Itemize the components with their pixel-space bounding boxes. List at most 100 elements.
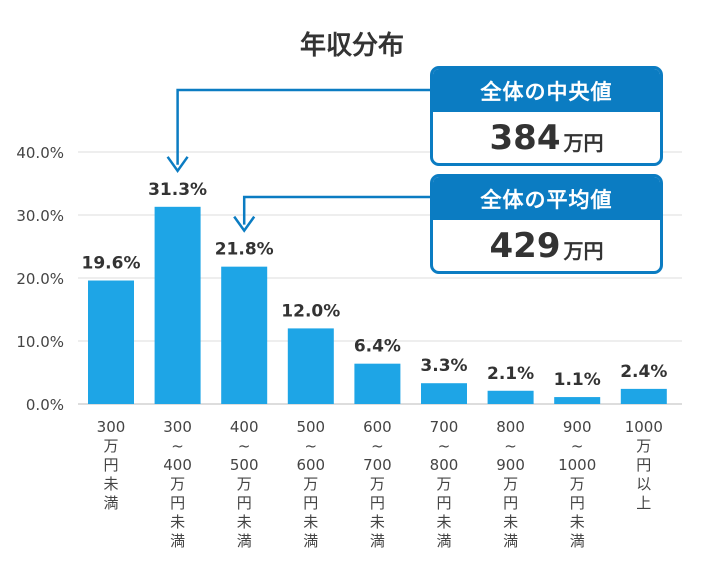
x-tick-line: ~ — [571, 437, 584, 455]
x-tick-line: 万 — [170, 475, 185, 493]
x-tick-line: 万 — [503, 475, 518, 493]
y-tick-label: 40.0% — [16, 144, 64, 162]
x-tick-line: 円 — [636, 456, 651, 474]
x-tick-labels: 300万円未満300~400万円未満400~500万円未満500~600万円未満… — [97, 418, 663, 550]
x-tick-line: 以 — [636, 475, 651, 493]
x-tick-line: 上 — [636, 494, 651, 512]
bar — [554, 397, 601, 404]
x-tick-line: 400 — [163, 456, 192, 474]
x-tick-line: 満 — [237, 532, 252, 550]
data-label: 21.8% — [215, 240, 274, 260]
data-label: 12.0% — [281, 301, 340, 321]
mean-title: 全体の平均値 — [433, 177, 660, 220]
mean-value: 429 — [489, 225, 561, 266]
x-tick-line: 未 — [103, 475, 118, 493]
bar — [421, 383, 467, 404]
x-tick-line: 1000 — [625, 418, 663, 436]
x-tick-line: 700 — [430, 418, 459, 436]
median-title: 全体の中央値 — [433, 69, 660, 112]
x-tick-line: 円 — [303, 494, 318, 512]
x-tick-line: ~ — [438, 437, 451, 455]
x-tick-line: 700 — [363, 456, 392, 474]
arrow-line — [176, 88, 430, 165]
data-labels: 19.6% 31.3% 21.8% 12.0% 6.4% 3.3% 2.1% 1.1% 2.4% — [82, 180, 668, 390]
bar — [354, 363, 401, 404]
x-tick-line: 900 — [563, 418, 592, 436]
x-tick-line: 円 — [503, 494, 518, 512]
arrow-head-icon — [233, 215, 256, 233]
x-tick-line: 満 — [370, 532, 385, 550]
x-tick-line: 300 — [97, 418, 126, 436]
y-tick-label: 10.0% — [16, 333, 64, 351]
bar — [287, 328, 334, 404]
data-label: 6.4% — [354, 337, 401, 357]
x-tick-line: 万 — [370, 475, 385, 493]
arrow-head-icon — [166, 156, 189, 173]
x-tick-line: 未 — [436, 513, 451, 531]
data-label: 1.1% — [554, 370, 601, 390]
x-tick-line: 円 — [370, 494, 385, 512]
x-tick-line: 400 — [230, 418, 259, 436]
median-callout: 全体の中央値 384 万円 — [430, 66, 663, 166]
x-tick-line: 満 — [503, 532, 518, 550]
mean-unit: 万円 — [563, 239, 604, 263]
x-tick-line: 満 — [170, 532, 185, 550]
x-tick-line: 円 — [103, 456, 118, 474]
x-tick-line: 円 — [170, 494, 185, 512]
mean-callout: 全体の平均値 429 万円 — [430, 174, 663, 274]
bar — [88, 280, 134, 404]
x-tick-line: 万 — [103, 437, 118, 455]
x-tick-line: 万 — [303, 475, 318, 493]
bar — [487, 390, 534, 404]
x-tick-line: ~ — [238, 437, 251, 455]
data-label: 3.3% — [420, 356, 467, 376]
median-unit: 万円 — [563, 131, 604, 155]
x-tick-line: 円 — [570, 494, 585, 512]
x-tick-line: 円 — [237, 494, 252, 512]
x-tick-line: 300 — [163, 418, 192, 436]
bar — [154, 206, 201, 404]
x-tick-line: ~ — [504, 437, 517, 455]
x-tick-line: 万 — [636, 437, 651, 455]
x-tick-line: 900 — [496, 456, 525, 474]
x-tick-line: 未 — [303, 513, 318, 531]
data-label: 2.4% — [620, 362, 667, 382]
callout-arrows — [166, 88, 430, 233]
x-tick-line: 満 — [103, 494, 118, 512]
bar — [620, 388, 667, 404]
x-tick-line: 1000 — [558, 456, 596, 474]
x-tick-line: 満 — [570, 532, 585, 550]
x-tick-line: 円 — [436, 494, 451, 512]
x-tick-line: ~ — [171, 437, 184, 455]
x-tick-line: 未 — [170, 513, 185, 531]
x-tick-line: 500 — [296, 418, 325, 436]
x-tick-line: 未 — [570, 513, 585, 531]
x-tick-line: 800 — [430, 456, 459, 474]
median-value: 384 — [489, 117, 561, 158]
x-tick-line: 未 — [370, 513, 385, 531]
arrow-line — [242, 195, 430, 225]
y-tick-label: 30.0% — [16, 207, 64, 225]
data-label: 31.3% — [148, 180, 207, 200]
x-tick-line: 500 — [230, 456, 259, 474]
x-tick-line: 万 — [570, 475, 585, 493]
bars — [88, 206, 667, 404]
x-tick-line: ~ — [371, 437, 384, 455]
bar — [221, 266, 268, 404]
x-tick-line: 600 — [296, 456, 325, 474]
y-tick-label: 0.0% — [26, 396, 64, 414]
y-tick-label: 20.0% — [16, 270, 64, 288]
x-tick-line: ~ — [305, 437, 318, 455]
x-tick-line: 満 — [436, 532, 451, 550]
data-label: 19.6% — [82, 254, 141, 274]
